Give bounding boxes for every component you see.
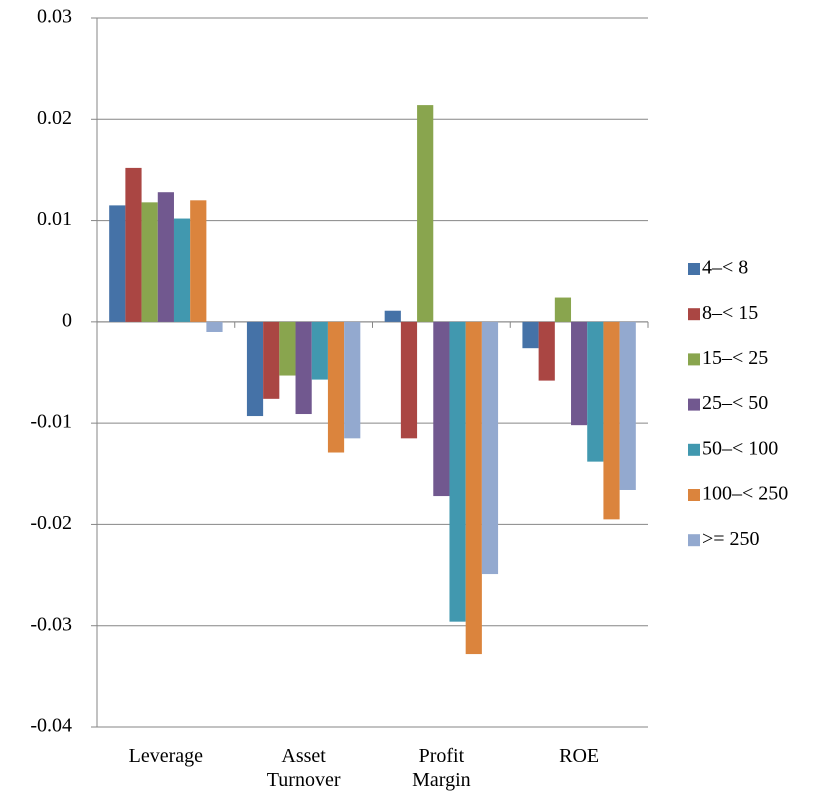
- legend-swatch: [688, 353, 700, 366]
- bar: [141, 202, 158, 322]
- x-tick-label: Asset Turnover: [266, 745, 341, 791]
- bar: [587, 321, 604, 462]
- legend-label: 100–< 250: [702, 483, 788, 505]
- bar: [246, 321, 264, 417]
- y-tick-label: 0.03: [37, 6, 72, 28]
- legend-label: 50–< 100: [702, 437, 778, 459]
- bar: [400, 321, 418, 439]
- legend-label: 4–< 8: [702, 257, 748, 279]
- legend-swatch: [688, 308, 700, 321]
- y-tick-label: 0: [62, 309, 72, 331]
- legend-swatch: [688, 263, 700, 275]
- legend-label: 15–< 25: [702, 347, 768, 369]
- bar: [263, 321, 280, 399]
- legend-swatch: [688, 443, 700, 456]
- bar: [157, 192, 174, 322]
- y-tick-label: 0.02: [37, 107, 72, 129]
- bar: [327, 321, 345, 453]
- legend-swatch: [688, 534, 700, 547]
- legend-label: 8–< 15: [702, 302, 758, 324]
- legend-swatch: [688, 398, 700, 411]
- legend-label: >= 250: [702, 528, 760, 550]
- bar: [433, 321, 450, 497]
- bar: [538, 321, 555, 381]
- bar: [311, 321, 328, 380]
- bar: [465, 321, 482, 655]
- bar: [344, 321, 361, 439]
- bar: [279, 321, 296, 376]
- y-tick-label: -0.01: [30, 411, 72, 433]
- y-tick-label: -0.03: [30, 613, 72, 635]
- bar: [481, 321, 499, 575]
- legend-swatch: [688, 489, 700, 501]
- bar: [295, 321, 312, 415]
- bar: [603, 321, 620, 520]
- legend-label: 25–< 50: [702, 392, 768, 414]
- bar: [449, 321, 466, 622]
- x-tick-label: ROE: [559, 745, 600, 767]
- y-tick-label: -0.02: [30, 512, 72, 534]
- bar: [417, 105, 434, 322]
- bar: [522, 321, 539, 349]
- bar: [173, 218, 191, 322]
- bar: [619, 321, 636, 490]
- bar: [109, 205, 126, 322]
- bar: [206, 321, 223, 332]
- bar: [571, 321, 588, 426]
- bar: [125, 167, 142, 322]
- y-tick-label: -0.04: [30, 715, 72, 737]
- x-tick-label: Leverage: [128, 745, 204, 767]
- x-tick-label: Profit Margin: [412, 745, 471, 791]
- bar: [384, 310, 401, 322]
- bar: [554, 297, 572, 322]
- bar: [190, 200, 207, 322]
- y-tick-label: 0.01: [37, 208, 72, 230]
